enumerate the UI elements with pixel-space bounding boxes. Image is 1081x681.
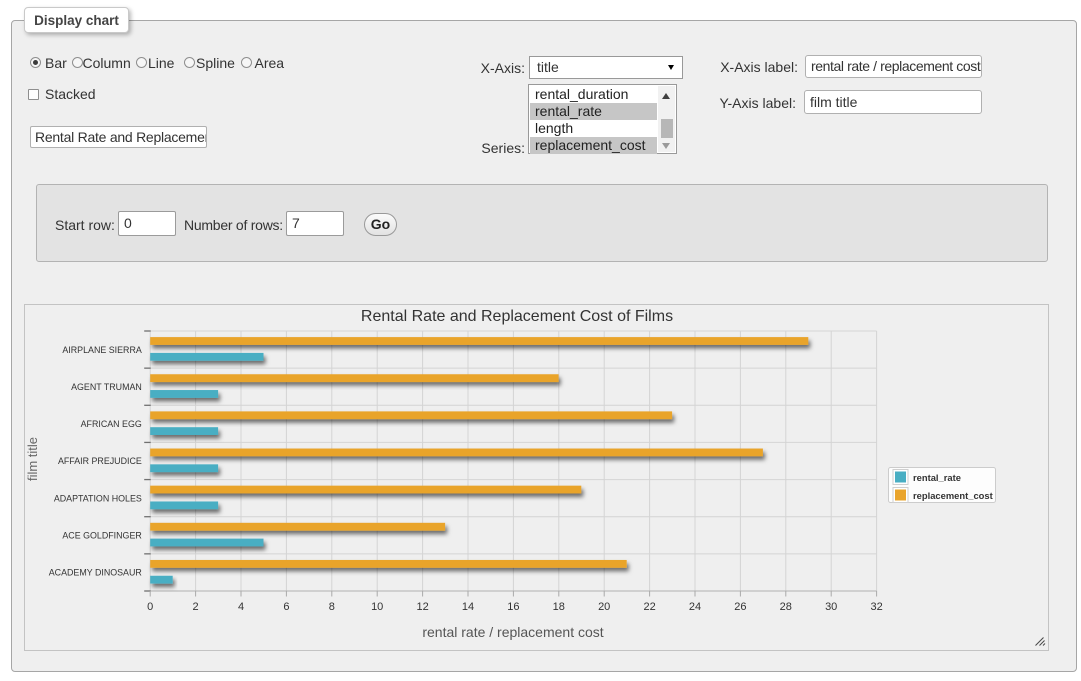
- svg-text:replacement_cost: replacement_cost: [913, 490, 993, 501]
- svg-text:14: 14: [462, 601, 474, 613]
- svg-text:30: 30: [825, 601, 837, 613]
- svg-text:32: 32: [870, 601, 882, 613]
- svg-text:AFFAIR PREJUDICE: AFFAIR PREJUDICE: [58, 456, 142, 466]
- svg-text:2: 2: [193, 601, 199, 613]
- svg-text:Rental Rate and Replacement Co: Rental Rate and Replacement Cost of Film…: [361, 308, 673, 325]
- svg-text:ACADEMY DINOSAUR: ACADEMY DINOSAUR: [49, 568, 142, 578]
- svg-text:8: 8: [329, 601, 335, 613]
- svg-text:20: 20: [598, 601, 610, 613]
- svg-text:12: 12: [416, 601, 428, 613]
- svg-text:28: 28: [780, 601, 792, 613]
- svg-text:6: 6: [283, 601, 289, 613]
- svg-text:film title: film title: [25, 437, 40, 481]
- svg-text:18: 18: [553, 601, 565, 613]
- svg-text:4: 4: [238, 601, 244, 613]
- svg-text:rental rate / replacement cost: rental rate / replacement cost: [422, 624, 603, 640]
- svg-text:16: 16: [507, 601, 519, 613]
- svg-text:rental_rate: rental_rate: [913, 472, 961, 483]
- svg-text:26: 26: [734, 601, 746, 613]
- svg-text:AIRPLANE SIERRA: AIRPLANE SIERRA: [62, 345, 141, 355]
- svg-text:22: 22: [643, 601, 655, 613]
- svg-text:0: 0: [147, 601, 153, 613]
- svg-text:AGENT TRUMAN: AGENT TRUMAN: [71, 382, 142, 392]
- svg-text:ACE GOLDFINGER: ACE GOLDFINGER: [62, 530, 141, 540]
- svg-text:24: 24: [689, 601, 701, 613]
- svg-text:ADAPTATION HOLES: ADAPTATION HOLES: [54, 493, 142, 503]
- svg-text:AFRICAN EGG: AFRICAN EGG: [81, 419, 142, 429]
- svg-text:10: 10: [371, 601, 383, 613]
